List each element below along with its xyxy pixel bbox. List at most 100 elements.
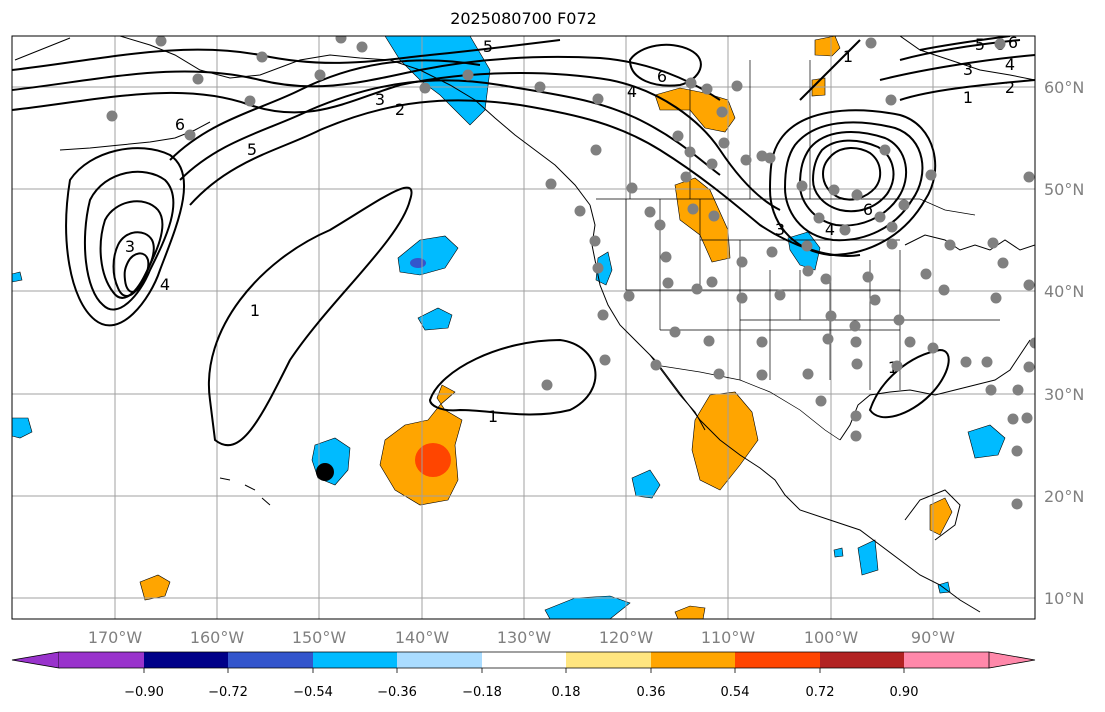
station-marker bbox=[828, 184, 840, 196]
station-marker bbox=[669, 326, 681, 338]
coast-aleutians bbox=[59, 121, 211, 151]
shade-blue-gulfca bbox=[595, 251, 613, 286]
station-marker bbox=[865, 37, 877, 49]
contour-label: 4 bbox=[825, 220, 835, 239]
contour-label: 4 bbox=[1005, 55, 1015, 74]
station-marker bbox=[849, 320, 861, 332]
contour-outer-3 bbox=[12, 72, 781, 211]
colorbar-tick-label: −0.72 bbox=[208, 685, 248, 700]
shade-orange-south bbox=[674, 605, 706, 619]
station-marker bbox=[987, 237, 999, 249]
contour-label: 6 bbox=[863, 200, 873, 219]
station-marker bbox=[764, 152, 776, 164]
contour-high-1 bbox=[768, 109, 937, 257]
gridlines bbox=[12, 36, 1035, 619]
lon-label: 140°W bbox=[395, 628, 450, 647]
station-marker bbox=[839, 224, 851, 236]
shade-orange-24n bbox=[379, 384, 463, 506]
contour-aleutian-low-1 bbox=[65, 147, 186, 327]
station-marker bbox=[599, 354, 611, 366]
contour-label: 5 bbox=[247, 140, 257, 159]
station-marker bbox=[756, 369, 768, 381]
station-marker bbox=[904, 336, 916, 348]
station-marker bbox=[660, 251, 672, 263]
station-marker bbox=[994, 38, 1006, 50]
colorbar: −0.90 −0.72 −0.54 −0.36 −0.18 0.18 0.36 … bbox=[11, 651, 1036, 700]
station-marker bbox=[886, 238, 898, 250]
station-marker bbox=[534, 81, 546, 93]
station-marker bbox=[851, 358, 863, 370]
station-marker bbox=[1007, 413, 1019, 425]
station-marker bbox=[644, 206, 656, 218]
station-marker bbox=[891, 360, 903, 372]
station-marker bbox=[796, 180, 808, 192]
coast-west-na bbox=[589, 204, 981, 613]
colorbar-segment bbox=[228, 652, 313, 668]
contour-label: 5 bbox=[483, 37, 493, 56]
station-marker bbox=[898, 199, 910, 211]
contour-label: 3 bbox=[375, 90, 385, 109]
colorbar-tick-label: −0.54 bbox=[293, 685, 333, 700]
station-marker bbox=[244, 95, 256, 107]
shade-orange-north bbox=[814, 36, 841, 57]
station-marker bbox=[802, 265, 814, 277]
station-marker bbox=[774, 289, 786, 301]
station-marker bbox=[713, 368, 725, 380]
station-marker bbox=[155, 36, 167, 47]
station-marker bbox=[851, 189, 863, 201]
contour-labels: 5 6 4 2 3 1 5 6 3 4 6 3 4 6 1 1 2 3 4 5 … bbox=[125, 36, 1018, 426]
station-marker bbox=[869, 294, 881, 306]
station-marker bbox=[1012, 384, 1024, 396]
hawaii-marker bbox=[316, 463, 334, 481]
station-marker bbox=[944, 239, 956, 251]
colorbar-tick-label: −0.36 bbox=[377, 685, 417, 700]
colorbar-tick-label: 0.90 bbox=[890, 685, 919, 700]
station-marker bbox=[920, 268, 932, 280]
station-marker bbox=[672, 130, 684, 142]
contour-canada-6 bbox=[628, 43, 702, 87]
station-marker bbox=[990, 292, 1002, 304]
station-marker bbox=[462, 69, 474, 81]
station-marker bbox=[1011, 445, 1023, 457]
station-marker bbox=[192, 73, 204, 85]
colorbar-segment bbox=[820, 652, 904, 668]
station-marker bbox=[885, 94, 897, 106]
station-marker bbox=[985, 384, 997, 396]
contour-label: 1 bbox=[488, 407, 498, 426]
contour-label: 1 bbox=[963, 88, 973, 107]
station-marker bbox=[850, 430, 862, 442]
lat-label: 60°N bbox=[1044, 78, 1084, 97]
contour-north-1 bbox=[799, 39, 861, 101]
station-marker bbox=[815, 395, 827, 407]
colorbar-segment bbox=[313, 652, 397, 668]
shade-red-24n bbox=[415, 443, 451, 477]
station-marker bbox=[691, 283, 703, 295]
contour-label: 4 bbox=[627, 82, 637, 101]
contour-ne-1 bbox=[899, 79, 1035, 101]
station-marker bbox=[590, 144, 602, 156]
contour-gulf-1 bbox=[868, 348, 950, 419]
station-marker bbox=[589, 235, 601, 247]
station-marker bbox=[1023, 361, 1035, 373]
station-marker bbox=[879, 144, 891, 156]
station-marker bbox=[1029, 337, 1035, 349]
colorbar-tick-label: 0.36 bbox=[637, 685, 666, 700]
contour-ne-2 bbox=[879, 54, 1035, 81]
station-marker bbox=[802, 368, 814, 380]
lat-label: 30°N bbox=[1044, 385, 1084, 404]
lon-label: 90°W bbox=[911, 628, 955, 647]
station-marker bbox=[1011, 498, 1023, 510]
canada-provinces bbox=[629, 60, 811, 199]
contour-label: 4 bbox=[160, 275, 170, 294]
station-marker bbox=[801, 240, 813, 252]
shade-blue-west-edge bbox=[12, 417, 33, 439]
colorbar-tick-label: −0.18 bbox=[462, 685, 502, 700]
station-marker bbox=[850, 336, 862, 348]
contour-pac-1 bbox=[428, 338, 597, 416]
station-marker bbox=[731, 80, 743, 92]
lat-label: 10°N bbox=[1044, 589, 1084, 608]
contour-jet-3 bbox=[189, 99, 861, 257]
station-marker bbox=[256, 51, 268, 63]
contour-label: 3 bbox=[963, 60, 973, 79]
contour-jet-2 bbox=[179, 79, 721, 181]
